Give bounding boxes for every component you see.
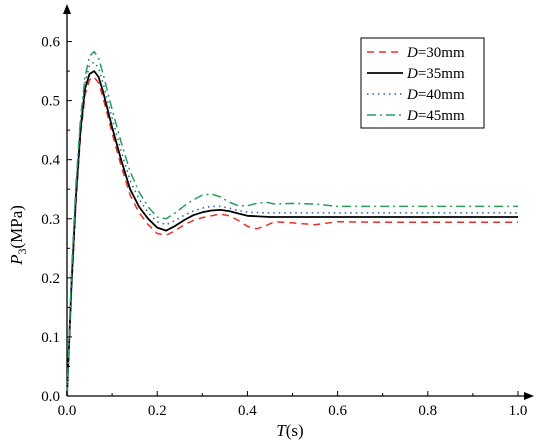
y-tick-label: 0.2 — [41, 271, 60, 287]
x-tick-label: 0.6 — [328, 403, 347, 419]
legend-label-0: D=30mm — [406, 45, 465, 61]
y-axis-label-unit: (MPa) — [7, 205, 26, 248]
x-tick-label: 1.0 — [509, 403, 528, 419]
y-tick-label: 0.0 — [41, 389, 60, 405]
x-tick-label: 0.0 — [58, 403, 77, 419]
chart-ticks: 0.0 0.2 0.4 0.6 0.8 1.0 0.0 0.1 0.2 0.3 0.4 0.5 0.6 — [41, 11, 528, 419]
legend-label-3: D=45mm — [406, 108, 465, 124]
legend-box — [360, 37, 485, 129]
x-tick-label: 0.8 — [418, 403, 437, 419]
series-layer — [66, 50, 518, 397]
x-axis-arrow — [524, 392, 534, 400]
y-tick-label: 0.6 — [41, 35, 60, 51]
y-tick-label: 0.1 — [41, 330, 60, 346]
y-tick-label: 0.5 — [41, 94, 60, 110]
y-axis-label: P3(MPa) — [7, 205, 29, 266]
chart-legend: D=30mm D=35mm D=40mm D=45mm — [360, 37, 485, 129]
series-line-1 — [66, 70, 518, 397]
x-axis-label-unit: (s) — [286, 421, 304, 440]
y-tick-label: 0.4 — [41, 153, 60, 169]
legend-label-2: D=40mm — [406, 87, 465, 103]
x-axis-label-var: T — [276, 421, 287, 440]
y-axis-label-var: P — [7, 255, 26, 266]
y-axis-label-sub: 3 — [15, 249, 29, 255]
y-tick-label: 0.3 — [41, 212, 60, 228]
legend-label-1: D=35mm — [406, 66, 465, 82]
x-tick-label: 0.2 — [148, 403, 167, 419]
series-line-3 — [66, 50, 518, 397]
x-axis-label: T(s) — [276, 421, 303, 440]
x-tick-label: 0.4 — [238, 403, 257, 419]
